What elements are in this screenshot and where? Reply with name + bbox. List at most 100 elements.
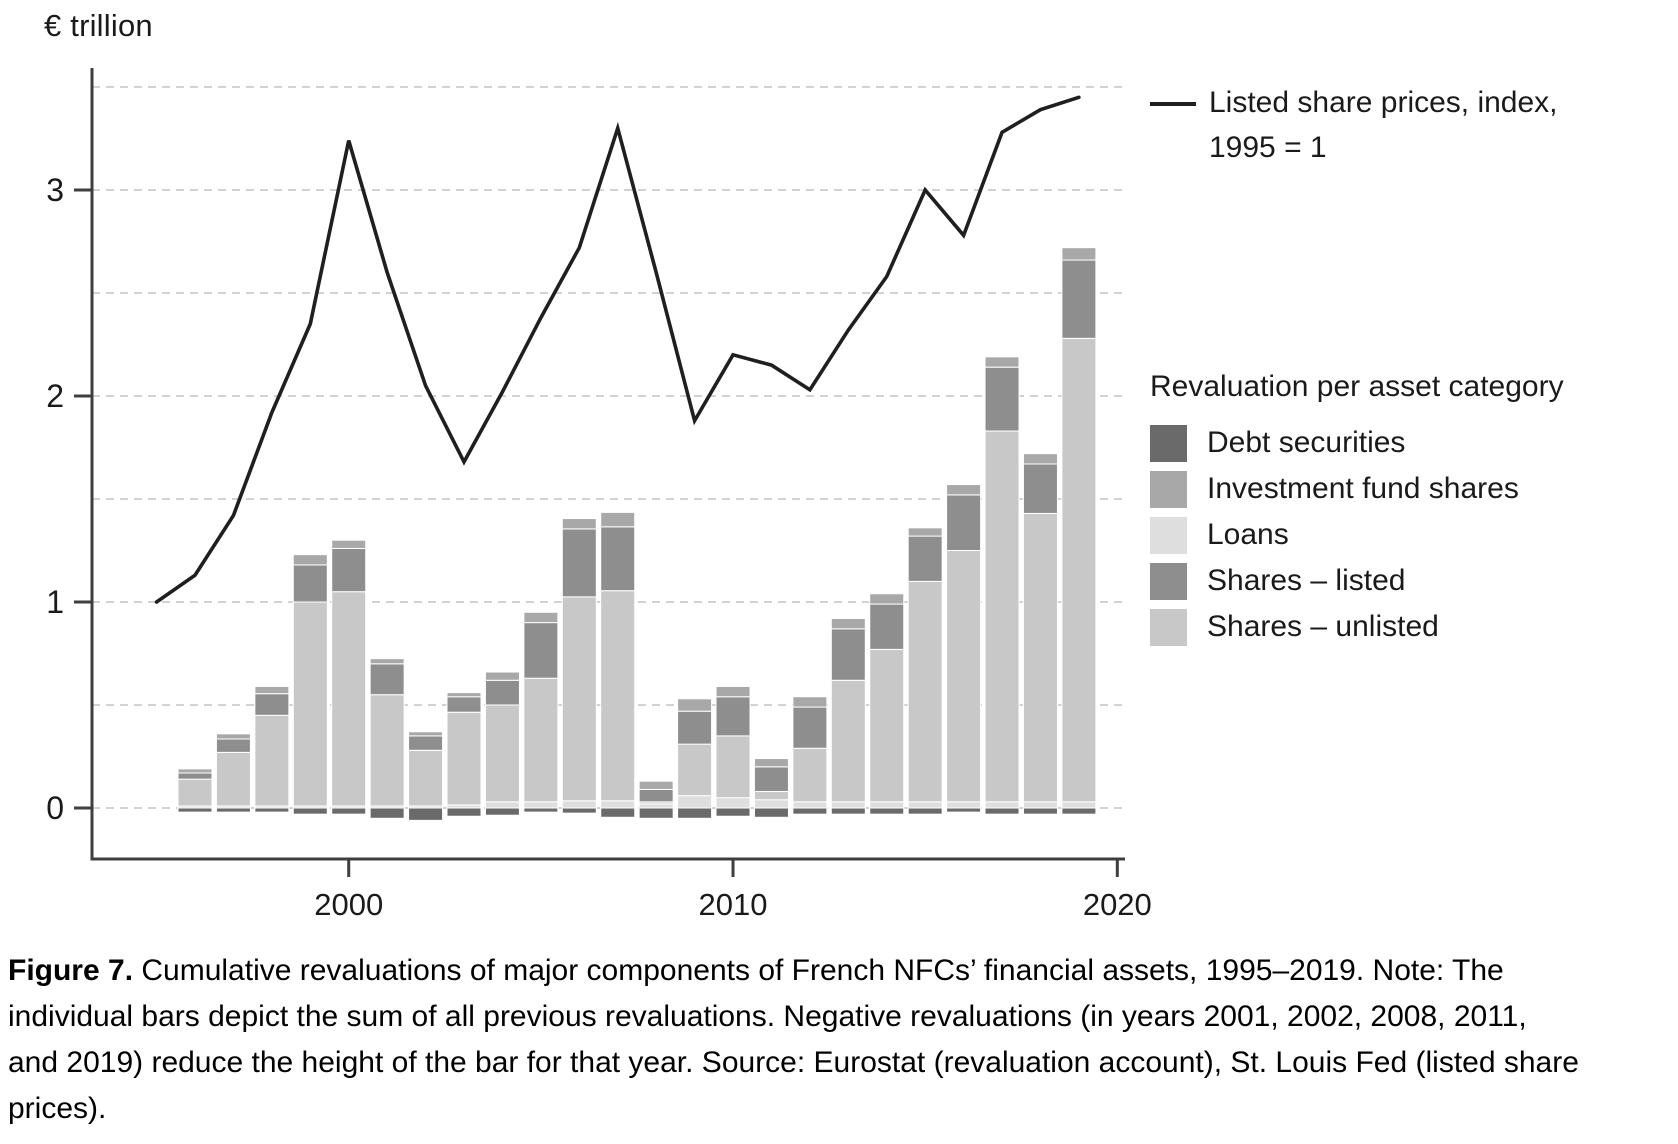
bar-segment: [984, 807, 1020, 815]
bar-segment: [907, 527, 943, 537]
bar-segment: [792, 706, 828, 749]
line-series-swatch-icon: [1150, 102, 1196, 106]
x-tick-label: 2010: [699, 887, 768, 922]
bar-segment: [907, 580, 943, 803]
bar-segment: [869, 593, 905, 605]
bar-segment: [907, 807, 943, 815]
bar-segment: [715, 735, 751, 799]
bar-segment: [600, 526, 636, 592]
bar-segment: [484, 679, 520, 706]
legend-line-series: Listed share prices, index, 1995 = 1: [1150, 80, 1670, 170]
bar-segment: [1061, 807, 1097, 815]
bar-segment: [484, 807, 520, 816]
bar-segment: [677, 698, 713, 712]
investment-fund-shares-swatch-icon: [1150, 470, 1187, 508]
bar-segment: [984, 366, 1020, 432]
bar-segment: [946, 801, 982, 809]
bar-segment: [331, 539, 367, 549]
y-tick-label: 1: [46, 584, 64, 620]
bar-segment: [177, 807, 213, 813]
bar-segment: [1022, 801, 1058, 809]
bar-segment: [254, 714, 290, 807]
bar-segment: [830, 617, 866, 630]
bar-segment: [830, 679, 866, 803]
y-tick-label: 0: [46, 790, 64, 826]
bar-segment: [677, 743, 713, 797]
bar-segment: [600, 511, 636, 528]
legend-item-shares-unlisted: Shares – unlisted: [1150, 604, 1670, 650]
bar-segment: [408, 731, 444, 737]
bar-segment: [869, 648, 905, 803]
bar-segment: [446, 711, 482, 806]
caption-label: Figure 7.: [8, 954, 134, 987]
y-tick-label: 2: [46, 378, 64, 414]
bar-segment: [446, 696, 482, 713]
bar-segment: [215, 738, 251, 753]
bar-segment: [292, 601, 328, 807]
bar-segment: [638, 788, 674, 803]
bar-segment: [869, 807, 905, 815]
bar-segment: [600, 800, 636, 809]
bar-segment: [177, 778, 213, 807]
y-axis-title: € trillion: [44, 8, 153, 43]
bar-segment: [1061, 247, 1097, 261]
bar-segment: [484, 704, 520, 803]
bar-segment: [869, 801, 905, 809]
bar-segment: [600, 590, 636, 802]
line-series-label: Listed share prices, index, 1995 = 1: [1209, 86, 1558, 164]
bar-segment: [753, 766, 789, 793]
bar-segment: [523, 677, 559, 803]
x-tick-label: 2000: [314, 887, 383, 922]
bar-segment: [946, 807, 982, 813]
shares-unlisted-swatch-icon: [1150, 608, 1187, 646]
legend-item-loans: Loans: [1150, 512, 1670, 558]
bar-segment: [523, 801, 559, 809]
bar-segment: [561, 518, 597, 530]
loans-swatch-icon: [1150, 516, 1187, 554]
bar-segment: [677, 807, 713, 819]
legend-categories: Revaluation per asset category Debt secu…: [1150, 370, 1670, 650]
bar-segment: [331, 807, 367, 815]
legend-title: Revaluation per asset category: [1150, 370, 1564, 403]
bar-segment: [446, 692, 482, 698]
bar-segment: [408, 735, 444, 751]
bar-segment: [715, 797, 751, 809]
bar-segment: [869, 603, 905, 650]
bar-segment: [984, 801, 1020, 809]
bar-segment: [946, 484, 982, 496]
bar-segment: [369, 694, 405, 807]
bar-segment: [753, 807, 789, 818]
bar-segment: [292, 564, 328, 603]
bar-segment: [446, 807, 482, 817]
bar-segment: [753, 791, 789, 801]
bar-segment: [1022, 463, 1058, 514]
bar-segment: [1061, 337, 1097, 803]
bar-segment: [408, 807, 444, 821]
bar-segment: [523, 807, 559, 813]
bar-segment: [1022, 512, 1058, 803]
bar-segment: [561, 807, 597, 814]
caption-text: Cumulative revaluations of major compone…: [8, 954, 1579, 1125]
bar-segment: [254, 807, 290, 813]
bar-segment: [600, 807, 636, 818]
bar-segment: [1061, 801, 1097, 809]
bar-segment: [792, 747, 828, 803]
bar-segment: [292, 807, 328, 815]
bar-segment: [292, 554, 328, 566]
bar-segment: [753, 799, 789, 809]
legend-item-shares-listed: Shares – listed: [1150, 558, 1670, 604]
price-line: [154, 95, 1081, 604]
legend-item-investment-fund-shares: Investment fund shares: [1150, 466, 1670, 512]
bar-segment: [984, 356, 1020, 368]
bar-segment: [215, 733, 251, 740]
bar-segment: [561, 596, 597, 802]
bar-segment: [946, 550, 982, 803]
bar-segment: [984, 430, 1020, 803]
bar-segment: [408, 749, 444, 807]
bar-segment: [523, 611, 559, 624]
shares-listed-swatch-icon: [1150, 562, 1187, 600]
bar-segment: [830, 801, 866, 809]
chart-plot: 0 1 2 3 2000 2010 2020: [46, 68, 1152, 922]
bar-segment: [907, 535, 943, 582]
